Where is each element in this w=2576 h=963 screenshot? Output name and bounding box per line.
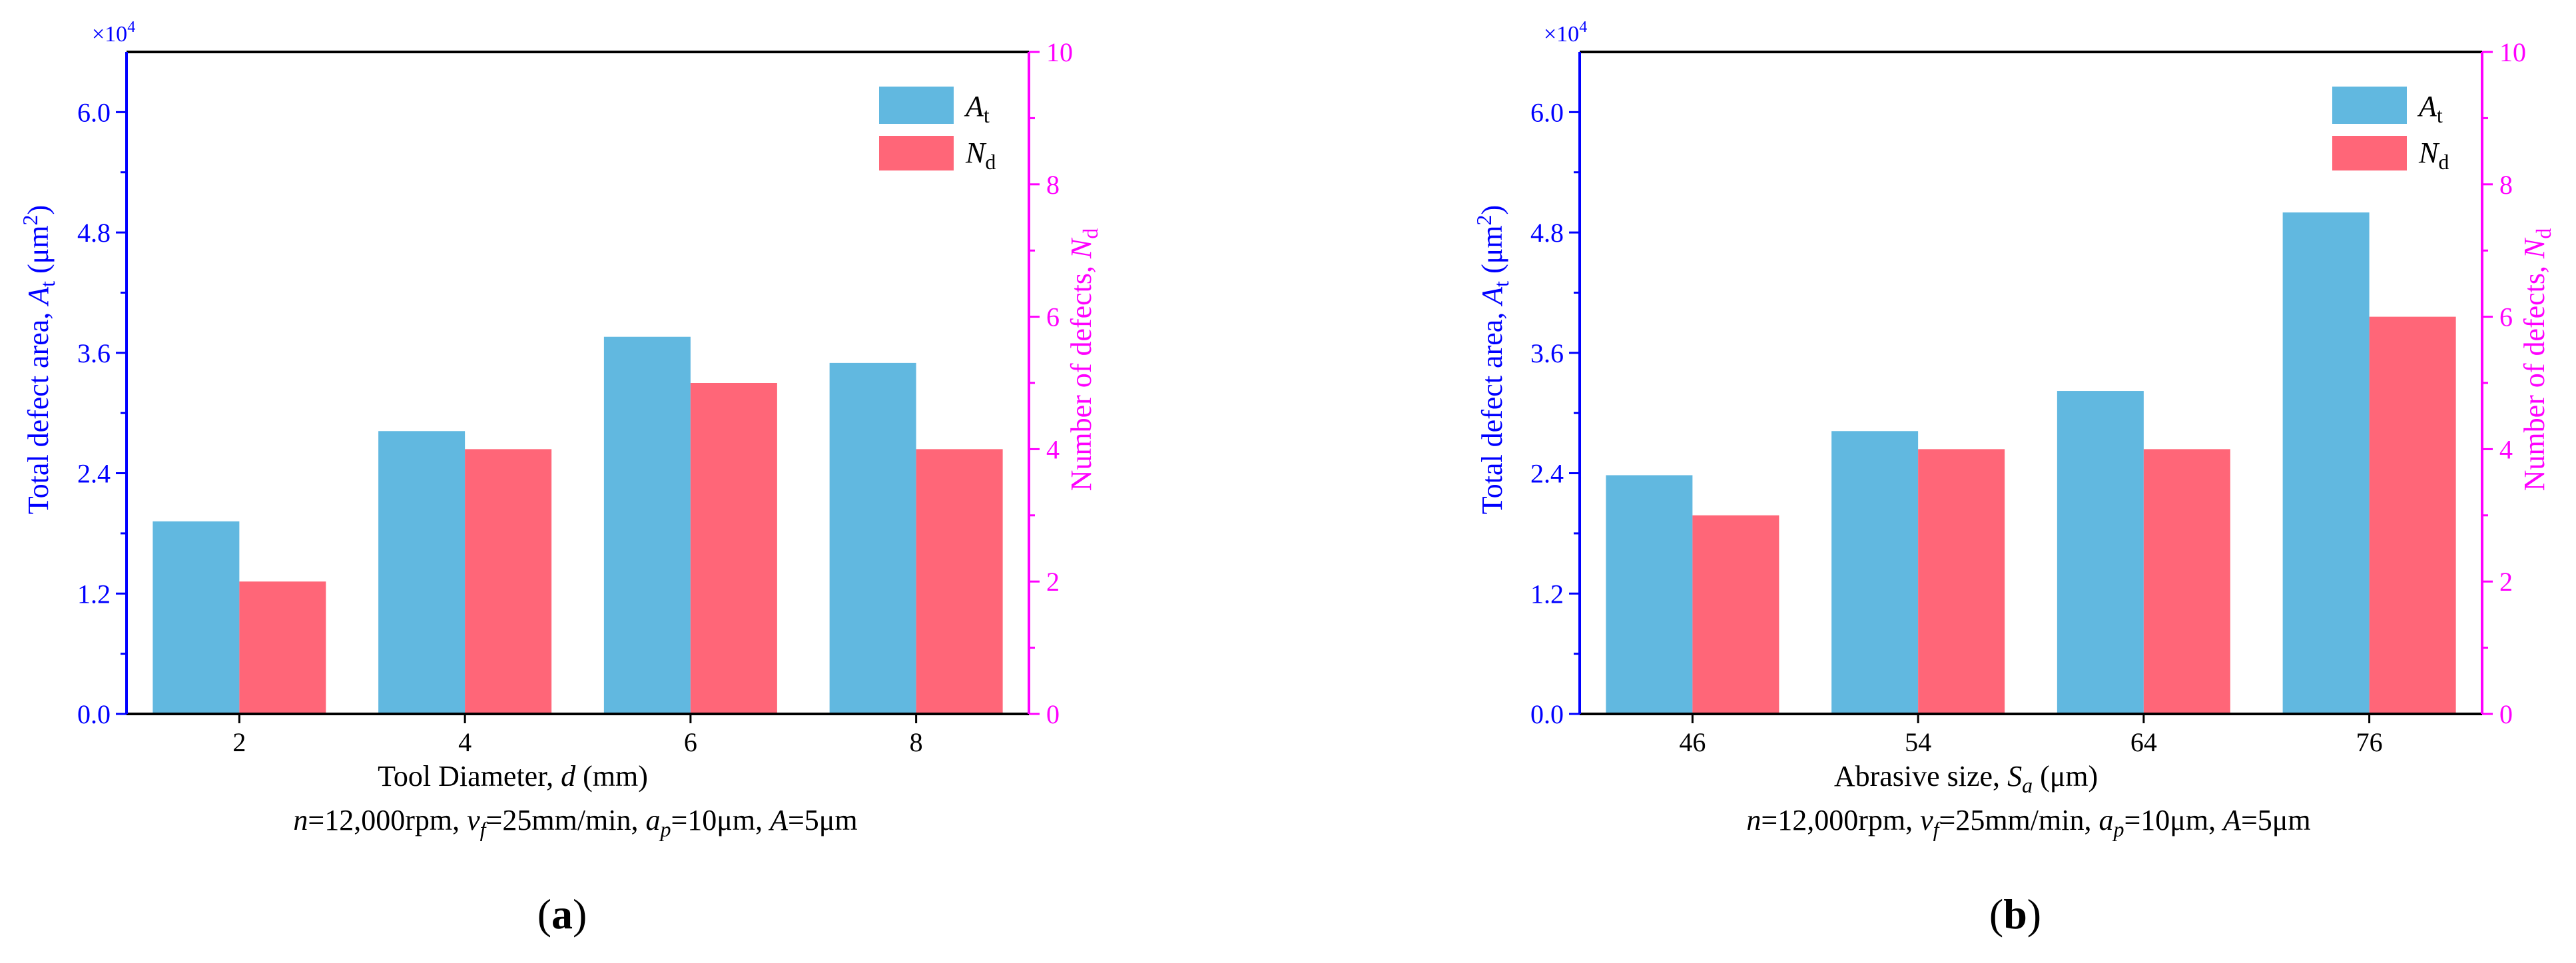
bar-Nd-8	[916, 449, 1003, 714]
y-left-tick-label: 2.4	[1530, 459, 1564, 489]
legend-swatch-Nd	[879, 136, 954, 170]
y-right-tick-label: 10	[1046, 37, 1073, 67]
y-left-tick-label: 3.6	[1530, 338, 1564, 368]
bar-At-6	[603, 336, 691, 715]
y-right-tick-label: 0	[1046, 699, 1060, 729]
legend-label-Nd: Nd	[965, 137, 996, 174]
y-right-tick-label: 2	[1046, 567, 1060, 597]
y-right-tick-label: 2	[2499, 567, 2513, 597]
y-right-tick-label: 6	[2499, 302, 2513, 332]
panel-b-legend: At Nd	[2332, 87, 2449, 174]
bar-At-46	[1606, 475, 1693, 714]
x-tick-label: 6	[684, 727, 697, 757]
y-left-tick-label: 6.0	[77, 97, 111, 127]
x-tick-label: 64	[2130, 727, 2157, 757]
bar-At-76	[2282, 212, 2370, 714]
legend-label-Nd: Nd	[2418, 137, 2449, 174]
panel-b: Total defect area, At (μm2) Number of de…	[1472, 19, 2555, 938]
panel-a: Total defect area, At (μm2) Number of de…	[18, 19, 1102, 938]
panel-b-ylabel-left: Total defect area, At (μm2)	[1472, 205, 1513, 514]
panel-a-ylabel-left: Total defect area, At (μm2)	[18, 205, 59, 514]
y-right-tick-label: 6	[1046, 302, 1060, 332]
panel-b-caption: (b)	[1989, 890, 2041, 938]
panel-a-caption: (a)	[537, 890, 587, 938]
y-right-tick-label: 8	[2499, 170, 2513, 200]
y-left-tick-label: 1.2	[77, 579, 111, 609]
legend-swatch-At	[2332, 87, 2407, 124]
y-left-tick-label: 0.0	[1530, 699, 1564, 729]
x-tick-label: 76	[2356, 727, 2383, 757]
panel-b-ylabel-right: Number of defects, Nd	[2518, 228, 2555, 491]
legend-label-At: At	[2417, 90, 2443, 127]
panel-a-plot: 2 4 6 8 0.0 1.2 2.4 3.6 4.8 6.0 0 2 4 6 8 10	[77, 37, 1073, 757]
panel-a-condition: n=12,000rpm, vf=25mm/min, ap=10μm, A=5μm	[293, 804, 857, 841]
panel-a-scale-label: ×104	[92, 19, 135, 47]
y-right-tick-label: 4	[1046, 434, 1060, 464]
y-left-tick-label: 4.8	[1530, 218, 1564, 248]
legend-swatch-At	[879, 87, 954, 124]
y-right-tick-label: 10	[2499, 37, 2526, 67]
legend-label-At: At	[964, 90, 990, 127]
x-tick-label: 4	[458, 727, 472, 757]
x-tick-label: 46	[1679, 727, 1706, 757]
legend-swatch-Nd	[2332, 136, 2407, 170]
y-right-tick-label: 8	[1046, 170, 1060, 200]
bar-Nd-54	[1918, 449, 2005, 714]
bar-At-8	[829, 362, 916, 714]
y-left-tick-label: 1.2	[1530, 579, 1564, 609]
panel-b-xlabel: Abrasive size, Sa (μm)	[1834, 760, 2098, 797]
bar-At-64	[2057, 391, 2144, 714]
bar-Nd-2	[239, 581, 326, 714]
panel-a-xlabel: Tool Diameter, d (mm)	[378, 760, 648, 793]
bar-Nd-6	[690, 383, 777, 714]
x-tick-label: 2	[232, 727, 246, 757]
panel-b-scale-label: ×104	[1544, 19, 1587, 47]
bar-Nd-46	[1692, 515, 1779, 714]
x-tick-label: 8	[910, 727, 923, 757]
panel-a-ylabel-right: Number of defects, Nd	[1065, 228, 1102, 491]
y-left-tick-label: 6.0	[1530, 97, 1564, 127]
y-left-tick-label: 0.0	[77, 699, 111, 729]
y-left-tick-label: 4.8	[77, 218, 111, 248]
y-right-tick-label: 0	[2499, 699, 2513, 729]
panel-a-legend: At Nd	[879, 87, 996, 174]
bar-At-2	[153, 521, 240, 714]
y-left-tick-label: 3.6	[77, 338, 111, 368]
bar-At-54	[1831, 431, 1919, 714]
bar-Nd-64	[2143, 449, 2230, 714]
panel-b-condition: n=12,000rpm, vf=25mm/min, ap=10μm, A=5μm	[1746, 804, 2310, 841]
y-right-tick-label: 4	[2499, 434, 2513, 464]
x-tick-label: 54	[1905, 727, 1931, 757]
y-left-tick-label: 2.4	[77, 459, 111, 489]
bar-Nd-4	[465, 449, 552, 714]
bar-At-4	[378, 431, 466, 714]
bar-Nd-76	[2369, 316, 2456, 715]
